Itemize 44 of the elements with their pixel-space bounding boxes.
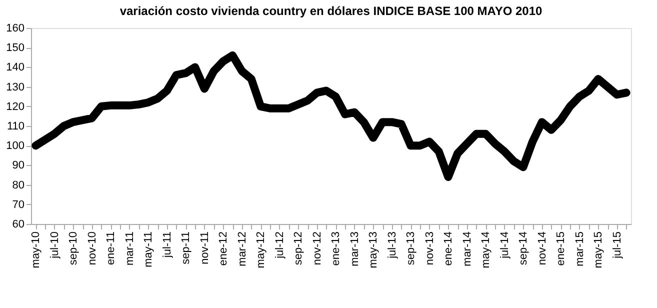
x-tick-label: jul-14 [498, 232, 511, 260]
x-tick-label: nov-10 [86, 232, 98, 266]
x-tick-label: nov-14 [536, 232, 548, 266]
x-tick-label: may-14 [480, 232, 492, 268]
x-tick-label: ene-15 [555, 232, 568, 266]
x-tick-label: nov-11 [198, 232, 211, 264]
y-tick-label: 70 [12, 198, 24, 211]
y-tick-label: 130 [6, 81, 24, 94]
x-tick-label: sep-12 [292, 232, 305, 266]
x-tick-label: ene-11 [105, 232, 118, 265]
chart-title: variación costo vivienda country en dólares INDICE BASE 100 MAYO 2010 [120, 4, 543, 18]
x-tick-label: mar-13 [348, 232, 361, 266]
x-tick-label: nov-12 [311, 232, 324, 266]
x-tick-label: ene-12 [218, 232, 230, 266]
y-tick-label: 90 [12, 160, 24, 172]
x-tick-label: may-11 [142, 232, 155, 268]
x-tick-label: may-13 [368, 232, 380, 268]
x-tick-label: may-12 [255, 232, 268, 268]
x-tick-label: mar-12 [236, 232, 248, 266]
x-tick-label: may-15 [592, 232, 605, 268]
y-tick-label: 110 [6, 120, 24, 132]
x-tick-label: sep-10 [68, 232, 80, 266]
x-tick-label: nov-13 [424, 232, 436, 266]
x-tick-label: jul-10 [48, 232, 61, 260]
y-tick-label: 80 [12, 179, 24, 192]
y-tick-label: 150 [6, 42, 24, 54]
y-tick-label: 140 [6, 62, 24, 74]
x-tick-label: ene-14 [442, 232, 455, 266]
x-tick-label: jul-15 [611, 232, 624, 260]
x-tick-label: jul-12 [274, 232, 286, 260]
y-tick-label: 120 [6, 100, 24, 113]
x-tick-label: mar-15 [574, 232, 586, 266]
x-tick-label: sep-14 [518, 232, 530, 266]
x-tick-label: jul-11 [161, 232, 174, 259]
x-tick-label: sep-11 [180, 232, 192, 264]
x-tick-label: jul-13 [386, 232, 398, 260]
x-tick-label: may-10 [30, 232, 42, 268]
x-tick-label: ene-13 [330, 232, 342, 266]
y-tick-label: 60 [12, 218, 24, 230]
y-tick-label: 160 [6, 22, 24, 34]
y-tick-label: 100 [6, 140, 24, 152]
x-tick-label: mar-11 [124, 232, 136, 266]
x-tick-label: mar-14 [461, 232, 474, 266]
x-tick-label: sep-13 [405, 232, 418, 266]
